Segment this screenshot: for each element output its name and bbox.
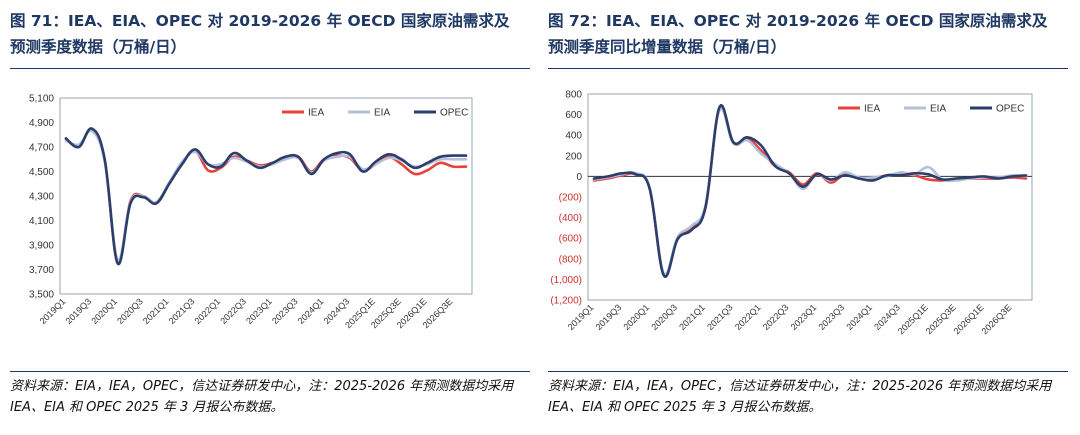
y-tick-label: 4,100	[29, 216, 54, 227]
y-tick-label: 600	[565, 110, 582, 121]
legend-label-eia: EIA	[374, 108, 390, 119]
legend-label-opec: OPEC	[996, 104, 1024, 115]
x-tick-label: 2021Q3	[167, 296, 197, 326]
yoy-change-chart-svg: 800 600 400 200 0 (200) (400) (600) (800) (1,000)…	[550, 90, 1033, 336]
series-line-eia	[64, 129, 468, 262]
x-tick-label: 2019Q3	[594, 302, 624, 332]
source-note: 资料来源：EIA，IEA，OPEC，信达证券研发中心，注：2025-2026 年…	[10, 379, 514, 415]
y-tick-label: 3,700	[29, 265, 54, 276]
x-tick-label: 2023Q3	[817, 302, 847, 332]
y-tick-label: 4,700	[29, 143, 54, 154]
title-rule	[10, 68, 530, 69]
x-tick-label: 2026Q3E	[980, 302, 1014, 336]
right-figure-panel: 图 72：IEA、EIA、OPEC 对 2019-2026 年 OECD 国家原…	[548, 0, 1068, 435]
x-tick-label: 2022Q3	[218, 296, 248, 326]
x-tick-label: 2020Q3	[649, 302, 679, 332]
x-tick-label: 2022Q3	[761, 302, 791, 332]
title-rule	[548, 68, 1068, 69]
x-tick-label: 2021Q1	[141, 296, 171, 326]
legend-label-opec: OPEC	[440, 108, 468, 119]
x-tick-label: 2019Q1	[566, 302, 596, 332]
x-tick-label: 2020Q1	[621, 302, 651, 332]
y-tick-label: (400)	[559, 213, 582, 224]
y-tick-label: 4,300	[29, 192, 54, 203]
source-note: 资料来源：EIA，IEA，OPEC，信达证券研发中心，注：2025-2026 年…	[548, 379, 1052, 415]
x-tick-label: 2023Q1	[244, 296, 274, 326]
x-tick-label: 2019Q1	[38, 296, 68, 326]
plot-frame	[59, 97, 473, 295]
y-tick-label: (800)	[559, 254, 582, 265]
demand-chart: 3,500 3,700 3,900 4,100 4,300 4,500 4,700 4,900…	[10, 70, 530, 370]
legend-label-iea: IEA	[864, 104, 880, 115]
demand-chart-svg: 3,500 3,700 3,900 4,100 4,300 4,500 4,700 4,900…	[29, 94, 473, 330]
x-tick-label: 2024Q1	[296, 296, 326, 326]
x-tick-label: 2023Q3	[270, 296, 300, 326]
y-tick-label: 4,500	[29, 167, 54, 178]
x-tick-label: 2023Q1	[789, 302, 819, 332]
y-tick-label: 400	[565, 131, 582, 142]
yoy-change-chart: 800 600 400 200 0 (200) (400) (600) (800) (1,000)…	[548, 70, 1068, 370]
source-rule	[548, 371, 1068, 372]
x-tick-label: 2022Q1	[193, 296, 223, 326]
series-line-opec	[592, 104, 1028, 278]
x-tick-label: 2020Q1	[89, 296, 119, 326]
y-tick-label: (600)	[559, 234, 582, 245]
legend-label-eia: EIA	[930, 104, 946, 115]
x-tick-label: 2021Q3	[705, 302, 735, 332]
y-tick-label: (200)	[559, 193, 582, 204]
y-tick-label: 800	[565, 90, 582, 101]
x-tick-label: 2022Q1	[733, 302, 763, 332]
series-line-iea	[64, 128, 468, 264]
y-tick-label: 3,500	[29, 290, 54, 301]
y-tick-label: (1,000)	[550, 275, 582, 286]
y-tick-label: 5,100	[29, 94, 54, 105]
y-tick-label: 200	[565, 151, 582, 162]
x-tick-label: 2020Q3	[115, 296, 145, 326]
source-rule	[10, 371, 530, 372]
left-figure-panel: 图 71：IEA、EIA、OPEC 对 2019-2026 年 OECD 国家原…	[10, 0, 530, 435]
figure-title: 图 71：IEA、EIA、OPEC 对 2019-2026 年 OECD 国家原…	[10, 12, 510, 56]
series-line-opec	[64, 127, 468, 266]
x-tick-label: 2019Q3	[64, 296, 94, 326]
y-tick-label: 3,900	[29, 241, 54, 252]
figure-title: 图 72：IEA、EIA、OPEC 对 2019-2026 年 OECD 国家原…	[548, 12, 1048, 56]
y-tick-label: 4,900	[29, 118, 54, 129]
legend-label-iea: IEA	[308, 108, 324, 119]
x-tick-label: 2021Q1	[677, 302, 707, 332]
y-tick-label: 0	[576, 172, 582, 183]
plot-frame	[587, 93, 1033, 301]
y-tick-label: (1,200)	[550, 296, 582, 307]
x-tick-label: 2024Q1	[844, 302, 874, 332]
